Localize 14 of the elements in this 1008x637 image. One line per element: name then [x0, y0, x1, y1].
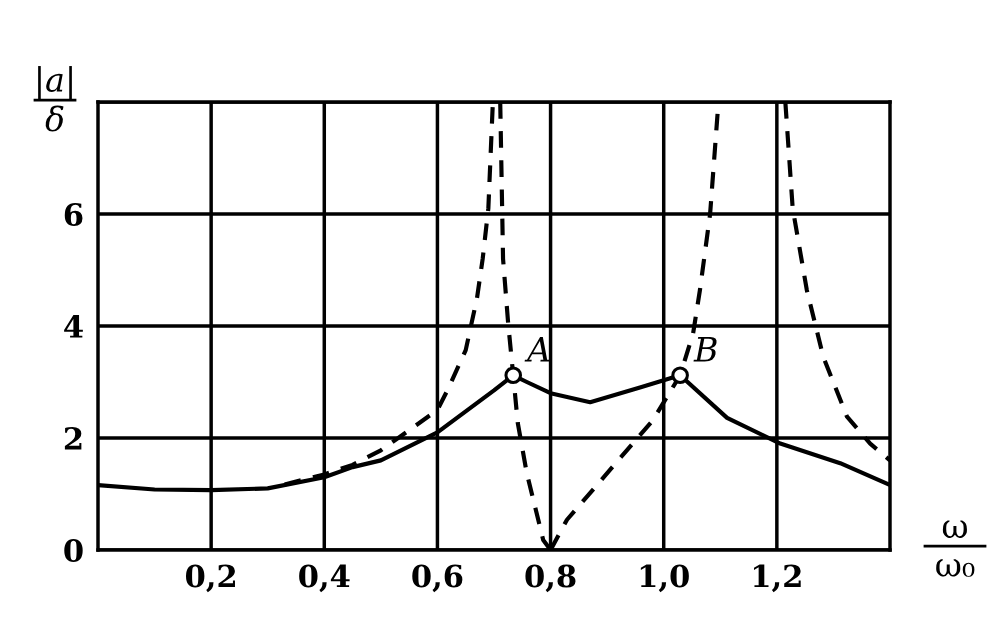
y-tick-label: 2: [64, 426, 82, 450]
y-axis-title: |a| δ: [38, 66, 72, 132]
x-axis-title: ω ω₀: [936, 520, 975, 577]
y-tick-label: 4: [64, 314, 83, 338]
annotation: B: [693, 337, 717, 362]
x-tick-label: 1,0: [640, 564, 689, 593]
y-tick-label: 0: [64, 538, 83, 563]
x-tick-label: 0,4: [299, 564, 350, 593]
x-tick-label: 1,2: [754, 564, 801, 593]
x-tick-label: 0,2: [186, 564, 235, 593]
y-tick-label: 6: [64, 202, 83, 227]
annotation: A: [524, 337, 550, 362]
x-tick-label: 0,6: [412, 564, 463, 593]
x-tick-label: 0,8: [525, 564, 576, 593]
